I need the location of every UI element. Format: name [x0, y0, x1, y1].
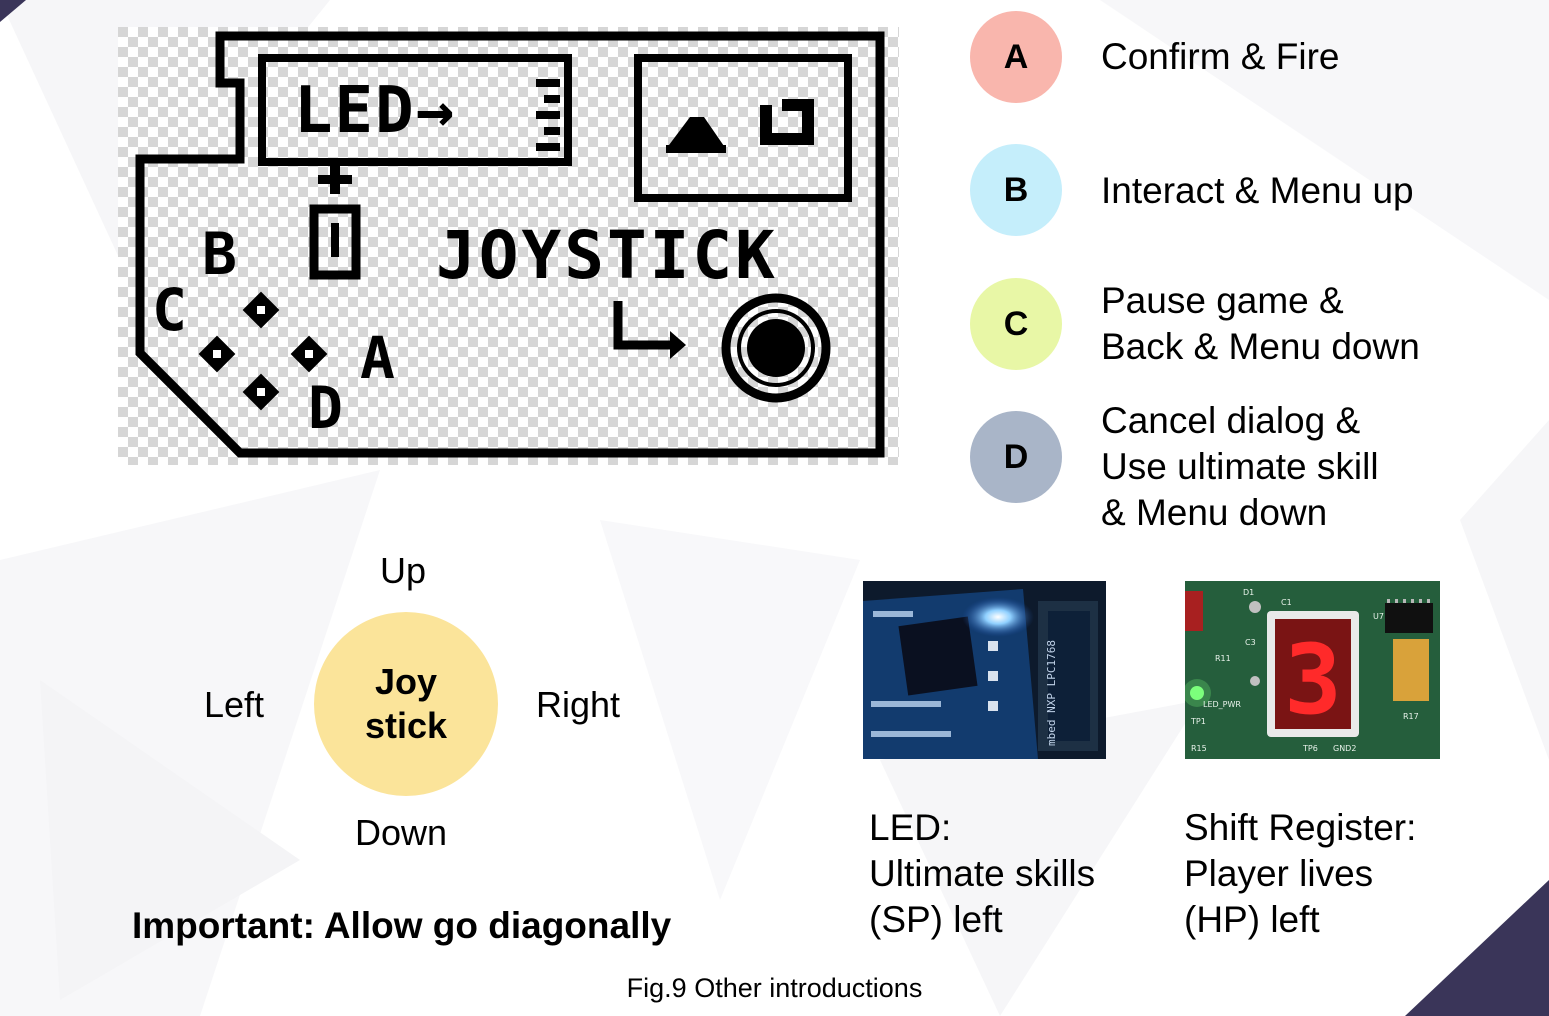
- button-b-line: Interact & Menu up: [1101, 170, 1414, 211]
- power-led: [1190, 686, 1204, 700]
- button-d-description: Cancel dialog & Use ultimate skill & Men…: [1101, 398, 1379, 536]
- corner-top-left: [0, 0, 26, 22]
- led-photo: mbed NXP LPC1768: [863, 581, 1106, 759]
- led-bars-icon: [536, 79, 560, 151]
- silk-r15: R15: [1191, 744, 1207, 753]
- silk-r17: R17: [1403, 712, 1419, 721]
- button-c-line-2: Back & Menu down: [1101, 326, 1420, 367]
- button-d-line-2: Use ultimate skill: [1101, 446, 1379, 487]
- device-letter-c: C: [152, 276, 191, 344]
- seven-segment-digit: 3: [1284, 624, 1342, 736]
- joystick-knob: [747, 319, 805, 377]
- device-letter-b: B: [202, 220, 241, 288]
- button-d-letter: D: [1003, 437, 1029, 476]
- shift-caption-line-2: Player lives: [1184, 853, 1374, 894]
- button-c-description: Pause game & Back & Menu down: [1101, 278, 1420, 370]
- shift-register-photo: 3 U7 R11 LED_PWR TP1 R15 TP6 GND2 R17 C1…: [1185, 581, 1440, 759]
- joystick-label-1: Joy: [374, 661, 438, 702]
- led-pcb-text: mbed NXP LPC1768: [1045, 640, 1058, 746]
- silk-c1: C1: [1281, 598, 1292, 607]
- silk-led-pwr: LED_PWR: [1203, 700, 1241, 709]
- refresh-icon: [760, 99, 814, 145]
- button-a-description: Confirm & Fire: [1101, 34, 1339, 80]
- joystick-circle: Joy stick: [314, 612, 498, 796]
- game-screen-box: [634, 54, 852, 202]
- digit-display: [309, 204, 361, 280]
- mountain-icon: [666, 117, 726, 153]
- device-outline: [135, 31, 885, 458]
- silk-tp6: TP6: [1302, 744, 1318, 753]
- silk-c3: C3: [1245, 638, 1256, 647]
- figure-caption: Fig.9 Other introductions: [626, 973, 923, 1003]
- silk-u7: U7: [1373, 612, 1384, 621]
- joystick-label-2: stick: [364, 705, 448, 746]
- direction-up: Up: [380, 550, 427, 591]
- button-a-badge: A: [970, 11, 1062, 103]
- device-joystick-label: JOYSTICK: [436, 217, 778, 294]
- button-b-letter: B: [1003, 170, 1029, 209]
- joystick-ring: [721, 293, 831, 403]
- device-letter-a: A: [360, 324, 399, 392]
- device-letter-d: D: [308, 374, 347, 442]
- button-c-badge: C: [970, 278, 1062, 370]
- button-b-badge: B: [970, 144, 1062, 236]
- silk-r11: R11: [1215, 654, 1231, 663]
- button-d-line-3: & Menu down: [1101, 492, 1328, 533]
- important-note: Important: Allow go diagonally: [132, 905, 672, 946]
- button-b-description: Interact & Menu up: [1101, 168, 1414, 214]
- device-led-label: LED→: [294, 74, 457, 148]
- led-caption: LED: Ultimate skills (SP) left: [869, 805, 1095, 943]
- resistor-pack-icon: [1393, 639, 1429, 701]
- button-c-line-1: Pause game &: [1101, 280, 1344, 321]
- direction-left: Left: [204, 684, 265, 725]
- shift-caption-line-1: Shift Register:: [1184, 807, 1417, 848]
- connector-icon: [318, 162, 352, 194]
- shift-register-caption: Shift Register: Player lives (HP) left: [1184, 805, 1416, 943]
- led-caption-line-1: LED:: [869, 807, 952, 848]
- button-d-line-1: Cancel dialog &: [1101, 400, 1361, 441]
- direction-right: Right: [536, 684, 621, 725]
- led-box: [258, 54, 572, 166]
- silk-d1: D1: [1243, 588, 1254, 597]
- silk-tp1: TP1: [1190, 717, 1206, 726]
- led-caption-line-3: (SP) left: [869, 899, 1003, 940]
- silk-gnd2: GND2: [1333, 744, 1356, 753]
- corner-bottom-right: [1405, 880, 1549, 1016]
- button-a-letter: A: [1003, 37, 1029, 76]
- button-c-letter: C: [1003, 304, 1029, 343]
- joystick-arrow: [613, 301, 678, 350]
- button-a-line: Confirm & Fire: [1101, 36, 1340, 77]
- button-d-badge: D: [970, 411, 1062, 503]
- led-caption-line-2: Ultimate skills: [869, 853, 1096, 894]
- device-diagram: LED→ B C A D JOYSTICK: [118, 27, 899, 465]
- direction-down: Down: [355, 812, 448, 853]
- shift-caption-line-3: (HP) left: [1184, 899, 1320, 940]
- chip-icon: [1385, 603, 1433, 633]
